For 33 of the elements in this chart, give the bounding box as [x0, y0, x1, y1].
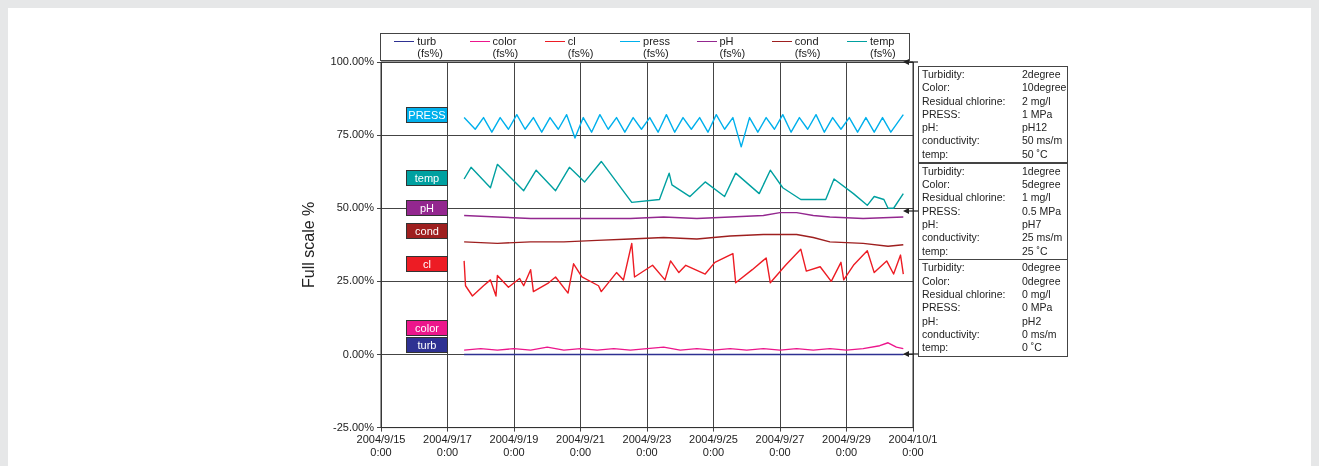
legend-label: pH (fs%) [719, 35, 746, 59]
legend-label: temp (fs%) [869, 35, 896, 59]
y-tick-label: 25.00% [336, 274, 375, 287]
annotation: turb [406, 337, 448, 354]
annotation: cl [406, 256, 448, 273]
y-tick-label: 50.00% [336, 201, 375, 214]
x-tick-label: 2004/9/17 0:00 [423, 433, 472, 459]
y-axis-title: Full scale % [300, 201, 318, 288]
annotation: PRESS [406, 107, 448, 124]
annotation: cond [406, 223, 448, 240]
legend-label: press (fs%) [643, 35, 670, 59]
y-tick-label: 75.00% [336, 128, 375, 141]
y-tick-label: 0.00% [342, 347, 375, 360]
legend-label: turb (fs%) [417, 35, 443, 59]
legend-label: cond (fs%) [794, 35, 821, 59]
text: Turbidity: 1degree Color: 5degree Residual chlorine: 1 mg/l PRESS: 0.5 MPa pH: pH7 conductivity: 25 ms/m temp: 25 ˚C [922, 164, 1064, 258]
x-tick-label: 2004/9/19 0:00 [489, 433, 539, 459]
legend-label: cl (fs%) [567, 35, 594, 59]
annotation: temp [406, 170, 448, 187]
x-tick-label: 2004/9/29 0:00 [822, 433, 871, 459]
y-tick-label: -25.00% [333, 420, 375, 433]
x-tick-label: 2004/9/23 0:00 [622, 433, 672, 459]
annotation: pH [406, 199, 448, 216]
text: Turbidity: 2degree Color: 10degree Residual chlorine: 2 mg/l PRESS: 1 MPa pH: pH12 conductivity: 50 ms/m temp: 50 ˚C [922, 68, 1067, 162]
x-tick-label: 2004/9/27 0:00 [755, 433, 805, 459]
annotation: color [406, 320, 448, 337]
y-tick-label: 100.00% [330, 55, 375, 68]
x-tick-label: 2004/9/15 0:00 [356, 433, 406, 459]
legend-label: color (fs%) [492, 35, 519, 59]
x-tick-label: 2004/10/1 0:00 [888, 433, 938, 459]
text: Turbidity: 0degree Color: 0degree Residual chlorine: 0 mg/l PRESS: 0 MPa pH: pH2 conductivity: 0 ms/m temp: 0 ˚C [922, 261, 1062, 355]
x-tick-label: 2004/9/21 0:00 [556, 433, 605, 459]
x-tick-label: 2004/9/25 0:00 [689, 433, 738, 459]
